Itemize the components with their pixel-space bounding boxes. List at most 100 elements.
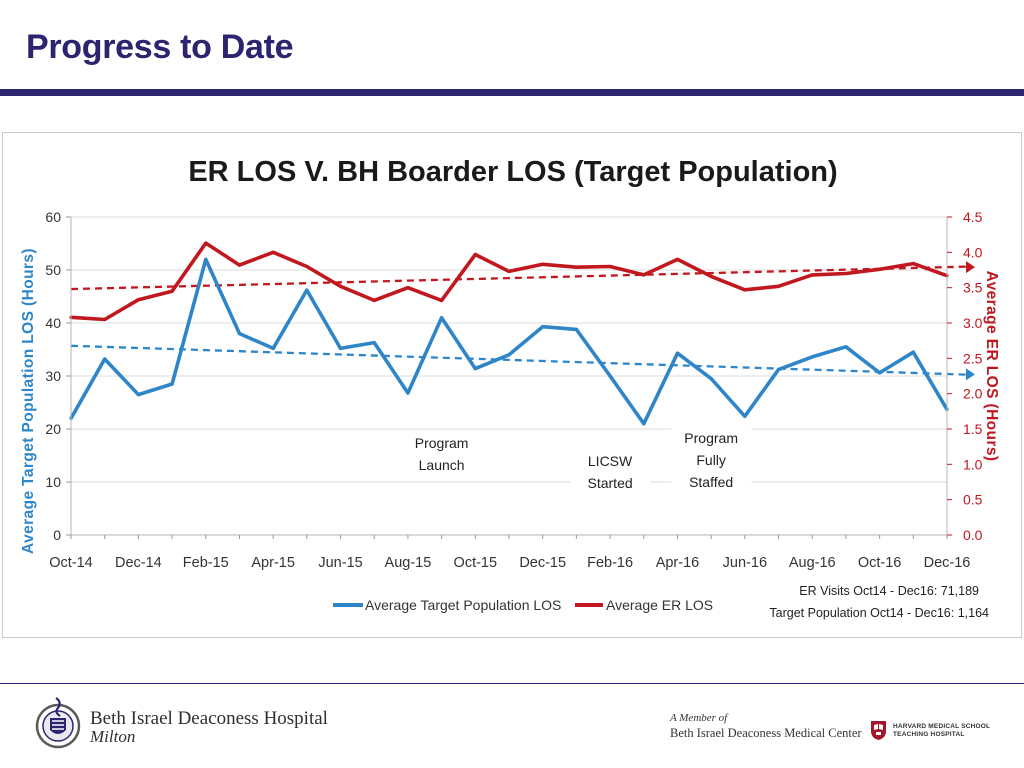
y2-tick-label: 1.5 xyxy=(963,421,983,437)
data-point xyxy=(709,377,713,381)
data-point xyxy=(878,267,882,271)
y2-tick-label: 2.5 xyxy=(963,350,983,366)
y-tick-label: 40 xyxy=(45,315,61,331)
data-point xyxy=(810,273,814,277)
data-point xyxy=(776,284,781,288)
data-point xyxy=(406,286,410,290)
series-line-target-pop xyxy=(69,257,949,426)
annotation-background xyxy=(671,425,752,497)
annotation-text: Fully xyxy=(696,452,726,468)
data-point xyxy=(271,250,275,254)
y-tick-label: 20 xyxy=(45,421,61,437)
annotation-text: Program xyxy=(684,430,738,446)
x-tick-label: Dec-14 xyxy=(115,555,162,571)
data-point xyxy=(440,298,444,302)
data-point xyxy=(608,264,612,269)
data-point xyxy=(204,241,208,245)
data-point xyxy=(136,298,140,302)
annotation-text: LICSW xyxy=(588,453,633,469)
annotation-text: Program xyxy=(415,435,469,451)
data-point xyxy=(406,391,410,395)
data-point xyxy=(574,265,578,269)
hospital-name: Beth Israel Deaconess Hospital xyxy=(90,708,328,729)
data-point xyxy=(743,288,747,292)
annotation-text: Launch xyxy=(419,457,465,473)
annotation-text: Staffed xyxy=(689,474,733,490)
data-point xyxy=(473,366,477,371)
data-point xyxy=(911,262,915,266)
y2-tick-label: 3.0 xyxy=(963,315,983,331)
data-point xyxy=(709,274,713,278)
data-point xyxy=(675,257,680,261)
x-tick-label: Oct-14 xyxy=(49,555,93,571)
footer-divider xyxy=(0,683,1024,684)
legend-label-target-pop: Average Target Population LOS xyxy=(365,597,561,613)
data-point xyxy=(878,371,882,375)
data-point xyxy=(103,357,107,361)
data-point xyxy=(170,289,174,293)
y2-tick-label: 1.0 xyxy=(963,456,983,472)
data-point xyxy=(541,262,545,266)
data-point xyxy=(372,341,376,345)
legend-label-er-los: Average ER LOS xyxy=(606,597,713,613)
y-tick-label: 30 xyxy=(45,368,61,384)
data-point xyxy=(675,351,680,355)
data-point xyxy=(642,273,646,277)
harvard-line-2: TEACHING HOSPITAL xyxy=(893,731,965,738)
x-tick-label: Oct-15 xyxy=(454,555,498,571)
data-point xyxy=(170,382,174,386)
annotation-background xyxy=(401,430,482,480)
annotation-text: Started xyxy=(588,475,633,491)
data-point xyxy=(642,422,646,426)
y2-axis-title: Average ER LOS (Hours) xyxy=(983,271,1000,462)
trendline-er-los xyxy=(70,265,970,291)
x-tick-label: Apr-15 xyxy=(251,555,295,571)
x-tick-label: Dec-15 xyxy=(519,555,566,571)
y-tick-label: 0 xyxy=(53,527,61,543)
x-tick-label: Apr-16 xyxy=(656,555,700,571)
harvard-line-1: HARVARD MEDICAL SCHOOL xyxy=(893,723,991,730)
trendline-target-pop xyxy=(70,344,970,376)
y-tick-label: 10 xyxy=(45,474,61,490)
data-point xyxy=(844,271,848,276)
y-tick-label: 60 xyxy=(45,209,61,225)
y2-tick-label: 4.0 xyxy=(963,244,983,260)
harvard-affiliation: HARVARD MEDICAL SCHOOL TEACHING HOSPITAL xyxy=(893,723,990,739)
data-point xyxy=(844,345,848,349)
data-point xyxy=(305,288,309,292)
hospital-logo-icon xyxy=(35,697,81,749)
title-divider xyxy=(0,89,1024,96)
chart-frame: ER LOS V. BH Boarder LOS (Target Populat… xyxy=(2,132,1022,638)
data-point xyxy=(810,355,814,359)
data-point xyxy=(305,264,309,269)
parent-organization: Beth Israel Deaconess Medical Center xyxy=(670,726,862,740)
hospital-location: Milton xyxy=(90,727,136,746)
x-tick-label: Jun-16 xyxy=(723,555,767,571)
data-point xyxy=(237,263,242,267)
y2-tick-label: 0.0 xyxy=(963,527,983,543)
y-tick-label: 50 xyxy=(45,262,61,278)
data-point xyxy=(507,353,511,357)
data-point xyxy=(103,317,107,322)
data-point xyxy=(440,316,444,320)
data-point xyxy=(608,374,612,378)
x-tick-label: Oct-16 xyxy=(858,555,902,571)
data-point xyxy=(136,392,140,397)
data-point xyxy=(338,284,343,288)
y2-tick-label: 0.5 xyxy=(963,492,983,508)
slide-title: Progress to Date xyxy=(26,28,294,66)
y2-tick-label: 3.5 xyxy=(963,280,983,296)
annotation-background xyxy=(570,448,651,498)
data-point xyxy=(776,368,781,372)
note-target-population: Target Population Oct14 - Dec16: 1,164 xyxy=(769,606,989,620)
x-tick-label: Dec-16 xyxy=(924,555,971,571)
y-axis-title: Average Target Population LOS (Hours) xyxy=(20,248,37,554)
data-point xyxy=(338,346,343,351)
chart-title: ER LOS V. BH Boarder LOS (Target Populat… xyxy=(188,156,837,188)
data-point xyxy=(541,325,545,329)
series-line-er-los xyxy=(70,241,948,322)
trendline-arrow xyxy=(966,368,975,381)
x-tick-label: Feb-15 xyxy=(183,555,229,571)
data-point xyxy=(372,298,376,302)
y2-tick-label: 2.0 xyxy=(963,386,983,402)
